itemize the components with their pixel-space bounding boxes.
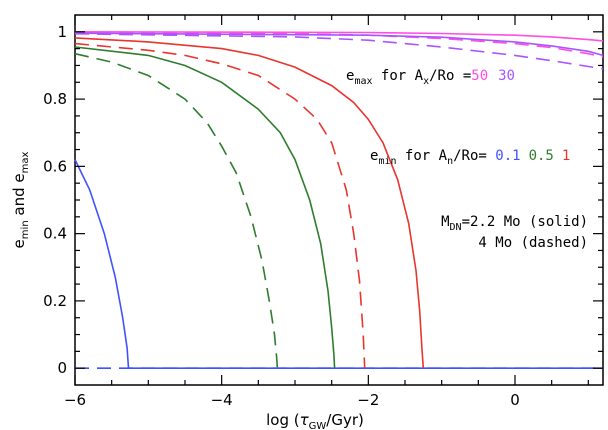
- y-tick-label: 0.4: [43, 225, 67, 243]
- series-line-7: [74, 31, 604, 42]
- series-line-10: [74, 33, 604, 70]
- series-layer: [74, 31, 604, 370]
- y-tick-label: 0.8: [43, 90, 67, 108]
- annotation-dashed: 4 Mo (dashed): [478, 235, 588, 251]
- annotation-emin: emin for An/Ro= 0.1 0.5 1: [370, 148, 570, 167]
- y-tick-label: 1: [57, 23, 67, 41]
- series-line-9: [74, 32, 604, 57]
- ticks-layer: −6 −4 −2 0 0 0.2 0.4 0.6 0.8 1: [43, 15, 603, 409]
- series-line-5: [74, 37, 425, 369]
- series-line-6: [74, 42, 366, 369]
- x-tick-label: −4: [211, 391, 233, 409]
- series-line-3: [74, 46, 336, 369]
- plot-area: −6 −4 −2 0 0 0.2 0.4 0.6 0.8 1: [43, 14, 604, 409]
- x-axis-label: log (τGW/Gyr): [266, 411, 364, 430]
- y-axis-label: emin and emax: [10, 151, 31, 248]
- series-line-8: [74, 31, 604, 58]
- series-line-4: [74, 52, 279, 369]
- y-tick-label: 0: [57, 359, 67, 377]
- plot-frame: [74, 14, 604, 386]
- y-tick-label: 0.6: [43, 157, 67, 175]
- x-tick-label: 0: [510, 391, 520, 409]
- x-tick-label: −2: [357, 391, 379, 409]
- x-tick-label: −6: [64, 391, 86, 409]
- annotation-mdn: MDN=2.2 Mo (solid): [441, 214, 588, 233]
- annotation-emax: emax for Ax/Ro =50 30: [346, 68, 515, 87]
- series-line-1: [74, 159, 603, 370]
- y-tick-label: 0.2: [43, 292, 67, 310]
